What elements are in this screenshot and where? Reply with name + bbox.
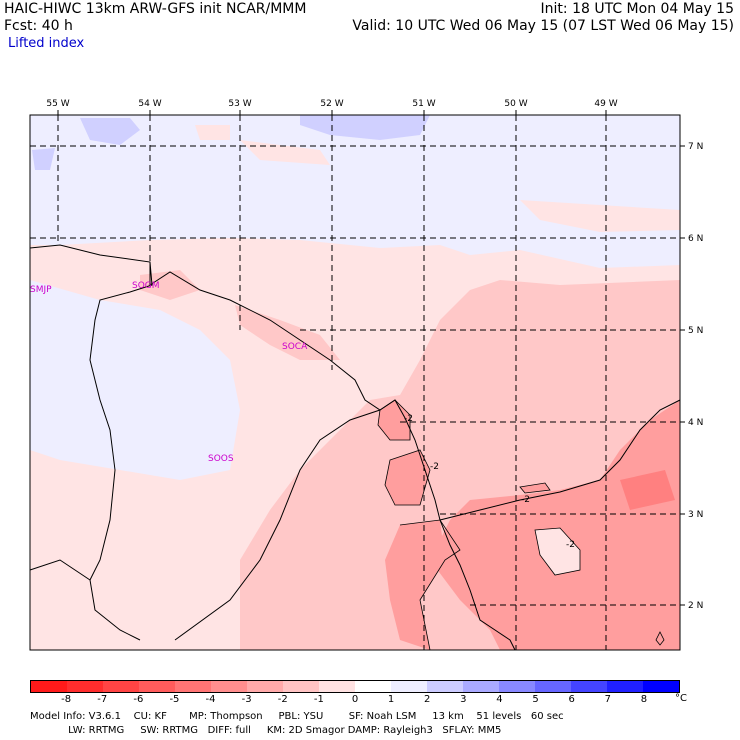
field-name: Lifted index: [8, 36, 85, 51]
legend-swatch: [139, 681, 175, 692]
legend-swatch: [643, 681, 679, 692]
top-ticks: [57, 110, 685, 606]
contour-line: [399, 519, 461, 651]
legend-tick-label: 0: [351, 694, 359, 705]
model-info-line1: Model Info: V3.6.1 CU: KF MP: Thompson P…: [30, 711, 564, 722]
pink-streak: [520, 200, 680, 232]
legend-tick-label: -8: [61, 694, 72, 705]
legend-swatch: [103, 681, 139, 692]
legend-tick-label: 6: [568, 694, 575, 705]
legend-swatch: [607, 681, 643, 692]
legend-tick-label: 7: [604, 694, 611, 705]
latlon-grid: [30, 115, 680, 650]
contours: [377, 399, 665, 651]
init-time: Init: 18 UTC Mon 04 May 15: [540, 1, 734, 17]
contour-line: [384, 449, 431, 506]
pink-streak: [195, 125, 230, 140]
contour-label: -2: [430, 462, 439, 472]
legend-tick-label: 4: [496, 694, 503, 705]
legend-swatch: [571, 681, 607, 692]
legend-swatch: [211, 681, 247, 692]
legend-swatch: [463, 681, 499, 692]
contour-label: -2: [566, 540, 575, 550]
legend-tick-label: -6: [133, 694, 144, 705]
legend-tick-label: 5: [532, 694, 539, 705]
lat-label: 2 N: [688, 601, 703, 611]
lon-label: 49 W: [594, 99, 617, 109]
stable-blob: [80, 118, 140, 145]
legend-tick-label: 2: [424, 694, 431, 705]
stable-region-north: [30, 115, 680, 268]
legend-swatch: [355, 681, 391, 692]
inland-border: [439, 399, 681, 521]
contour-line: [377, 399, 411, 441]
border: [29, 559, 91, 581]
legend-swatch: [535, 681, 571, 692]
lon-label: 54 W: [138, 99, 161, 109]
unstable-region: [385, 450, 430, 505]
legend-ticks: -8 -7 -6 -5 -4 -3 -2 -1 0 1 2 3 4 5 6 7 8: [30, 694, 680, 708]
legend-swatch: [391, 681, 427, 692]
legend-tick-label: 8: [640, 694, 648, 705]
lat-label: 5 N: [688, 326, 703, 336]
legend-swatch: [283, 681, 319, 692]
legend-swatch: [319, 681, 355, 692]
unstable-region: [378, 400, 410, 440]
legend-swatch: [499, 681, 535, 692]
contour-label: -2: [404, 414, 413, 424]
lon-label: 52 W: [320, 99, 343, 109]
unstable-region: [385, 520, 445, 650]
legend-tick-label: -5: [169, 694, 180, 705]
color-legend: [30, 680, 680, 693]
station-label: SOGM: [132, 281, 160, 291]
station-label: SOOS: [208, 454, 234, 464]
legend-tick-label: -4: [205, 694, 216, 705]
legend-tick-label: 1: [387, 694, 395, 705]
model-info-line2: LW: RRTMG SW: RRTMG DIFF: full KM: 2D Sm…: [30, 725, 502, 736]
legend-swatch: [31, 681, 67, 692]
header-title: HAIC-HIWC 13km ARW-GFS init NCAR/MMM: [4, 1, 307, 17]
legend-tick-label: -2: [277, 694, 288, 705]
legend-tick-label: -7: [97, 694, 108, 705]
station-label: SOCA: [282, 342, 308, 352]
southern-border: [174, 409, 381, 641]
contour-line: [655, 631, 665, 646]
lon-label: 53 W: [228, 99, 251, 109]
stable-region-interior: [30, 280, 240, 480]
map-frame: [29, 114, 681, 651]
legend-tick-label: 3: [460, 694, 467, 705]
stable-blob: [32, 148, 55, 170]
western-border: [89, 261, 153, 641]
lon-label: 55 W: [46, 99, 69, 109]
legend-swatch: [175, 681, 211, 692]
moderate-unstable: [235, 305, 340, 360]
lon-label: 50 W: [504, 99, 527, 109]
contour-label: -2: [521, 495, 530, 505]
legend-tick-label: -3: [241, 694, 252, 705]
legend-swatch: [67, 681, 103, 692]
legend-swatch: [247, 681, 283, 692]
contour-line: [519, 482, 551, 494]
lat-label: 4 N: [688, 418, 703, 428]
lat-label: 3 N: [688, 510, 703, 520]
contour-line: [534, 527, 581, 576]
valid-time: Valid: 10 UTC Wed 06 May 15 (07 LST Wed …: [352, 18, 734, 34]
forecast-hour: Fcst: 40 h: [4, 18, 73, 34]
station-label: SMJP: [30, 285, 52, 295]
moderate-unstable: [140, 270, 200, 300]
stable-blob: [300, 115, 430, 140]
legend-swatch: [427, 681, 463, 692]
lat-label: 7 N: [688, 142, 703, 152]
legend-unit: °C: [675, 693, 687, 704]
lon-label: 51 W: [412, 99, 435, 109]
more-unstable-region: [620, 470, 675, 510]
lat-label: 6 N: [688, 234, 703, 244]
legend-tick-label: -1: [313, 694, 324, 705]
